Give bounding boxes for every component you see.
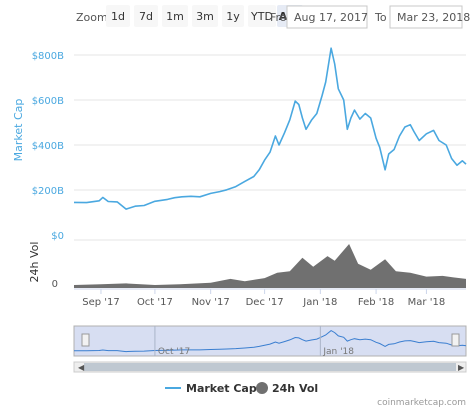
to-date-input[interactable] [389,5,463,29]
navigator-tick-label: Oct '17 [158,347,190,357]
from-date-input[interactable] [286,5,368,29]
zoom-button-ytd[interactable] [248,5,276,27]
x-tick-label: Mar '18 [408,297,446,308]
navigator-right-handle[interactable] [451,333,460,347]
legend-24h-vol-label[interactable]: 24h Vol [272,382,318,395]
zoom-button-7d[interactable] [134,5,158,27]
price-y-tick-label: $600B [32,96,64,107]
price-y-tick-label: $800B [32,51,64,62]
navigator-market-cap-line [74,329,467,353]
volume-y-tick-0: 0 [52,279,58,290]
price-y-tick-label: $0 [51,231,64,242]
credit-text[interactable]: coinmarketcap.com [377,398,466,408]
range-selector: Zoom 1d7d1m3m1yYTDALL From Aug 17, 2017 … [76,5,470,29]
zoom-button-1d[interactable] [106,5,130,27]
navigator-tick-label: Jan '18 [322,347,354,357]
zoom-button-3m[interactable] [192,5,218,27]
to-label: To [374,11,387,24]
zoom-button-1y[interactable] [222,5,244,27]
price-y-axis-label: Market Cap [12,99,25,162]
zoom-button-1m[interactable] [162,5,188,27]
x-tick-label: Oct '17 [137,297,173,308]
from-date-value: Aug 17, 2017 [294,11,368,24]
volume-y-axis-label: 24h Vol [28,242,41,283]
zoom-button-label: YTD [250,10,273,23]
scroll-left-arrow-icon[interactable]: ◀ [78,363,85,372]
x-tick-label: Jan '18 [302,297,337,308]
x-tick-label: Nov '17 [192,297,230,308]
x-tick-label: Feb '18 [358,297,394,308]
x-tick-label: Sep '17 [82,297,120,308]
navigator-scrollbar-thumb[interactable] [84,363,456,371]
x-axis-ticks: Sep '17 Oct '17 Nov '17 Dec '17 Jan '18 Feb '… [82,289,445,308]
navigator-left-handle[interactable] [81,333,90,347]
scroll-right-arrow-icon[interactable]: ▶ [458,363,465,372]
zoom-button-label: 3m [196,10,214,23]
price-y-tick-label: $200B [32,186,64,197]
series-market-cap-line [73,47,467,210]
price-y-tick-label: $400B [32,141,64,152]
navigator-ticks: Oct '17 Jan '18 [154,326,354,357]
legend: Market Cap 24h Vol [165,382,318,395]
zoom-label: Zoom [76,11,108,24]
x-tick-label: Dec '17 [246,297,284,308]
zoom-button-label: 1d [111,10,125,23]
navigator: Oct '17 Jan '18 ◀ ▶ [73,325,467,373]
price-y-axis-ticks: $0 $200B $400B $600B $800B [32,51,64,242]
series-24h-vol-area [74,244,466,288]
legend-24h-vol-swatch [256,382,268,394]
zoom-button-label: 7d [139,10,153,23]
legend-market-cap-label[interactable]: Market Cap [186,382,257,395]
zoom-button-label: 1m [166,10,184,23]
to-date-value: Mar 23, 2018 [397,11,470,24]
price-gridlines [74,54,466,191]
zoom-button-label: 1y [226,10,240,23]
